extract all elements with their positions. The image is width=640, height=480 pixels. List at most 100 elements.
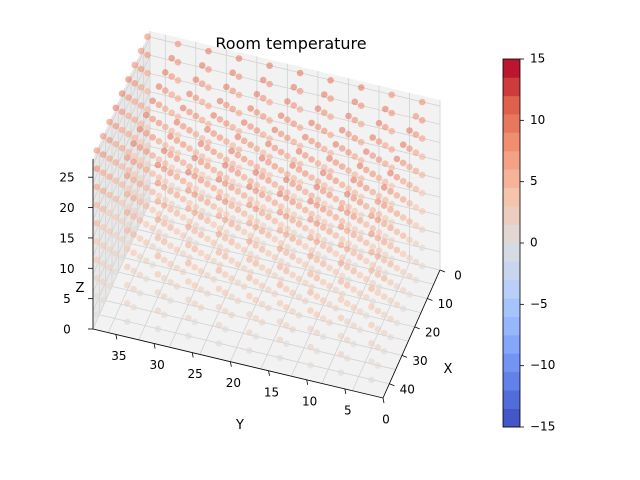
scatter-point	[289, 289, 296, 297]
scatter-point	[387, 315, 394, 323]
scatter-point	[167, 297, 174, 304]
scatter-point	[125, 148, 132, 156]
scatter-point	[235, 200, 243, 208]
scatter-point	[338, 126, 346, 134]
scatter-point	[125, 130, 132, 138]
scatter-point	[246, 238, 253, 245]
scatter-point	[143, 184, 150, 192]
scatter-point	[302, 279, 309, 287]
scatter-point	[338, 181, 346, 189]
colorbar-level	[503, 114, 520, 133]
scatter-point	[234, 261, 242, 268]
colorbar-level	[503, 279, 520, 299]
scatter-point	[368, 285, 375, 293]
y-tick	[229, 361, 232, 367]
x-axis-label: X	[444, 362, 453, 377]
scatter-point	[185, 223, 192, 231]
scatter-point	[375, 138, 383, 145]
scatter-point	[357, 211, 365, 219]
scatter-point	[327, 77, 334, 84]
scatter-point	[112, 250, 120, 257]
scatter-point	[412, 240, 420, 248]
scatter-point	[308, 247, 315, 254]
scatter-point	[406, 200, 413, 207]
scatter-point	[137, 156, 145, 164]
colorbar-level	[503, 316, 520, 336]
scatter-point	[406, 254, 413, 262]
scatter-point	[319, 169, 327, 177]
scatter-point	[221, 253, 229, 260]
scatter-point	[271, 235, 279, 243]
scatter-point	[393, 246, 401, 254]
scatter-point	[185, 260, 192, 267]
scatter-point	[259, 204, 267, 211]
scatter-point	[124, 154, 131, 161]
scatter-point	[223, 229, 230, 236]
scatter-point	[406, 236, 413, 244]
x-tick	[414, 326, 420, 330]
scatter-point	[284, 225, 291, 233]
scatter-point	[357, 193, 365, 201]
scatter-point	[162, 196, 169, 204]
scatter-point	[406, 291, 413, 298]
scatter-point	[338, 272, 346, 280]
scatter-point	[167, 260, 174, 268]
scatter-point	[93, 274, 101, 282]
scatter-point	[327, 240, 334, 248]
scatter-point	[351, 207, 359, 215]
scatter-point	[205, 211, 212, 219]
scatter-point	[144, 179, 151, 186]
scatter-point	[382, 142, 389, 149]
scatter-point	[350, 322, 358, 330]
scatter-point	[112, 177, 120, 184]
scatter-point	[374, 271, 382, 278]
scatter-point	[185, 187, 192, 194]
x-axis-line	[382, 269, 441, 399]
scatter-point	[351, 98, 359, 106]
scatter-point	[210, 184, 217, 192]
scatter-point	[112, 104, 120, 112]
scatter-point	[375, 265, 383, 273]
scatter-point	[186, 90, 193, 98]
scatter-point	[223, 138, 230, 145]
scatter-point	[295, 148, 303, 155]
scatter-point	[332, 214, 340, 221]
scatter-point	[160, 275, 168, 282]
scatter-point	[399, 232, 407, 240]
scatter-point	[106, 155, 113, 162]
scatter-point	[321, 218, 328, 226]
scatter-point	[167, 151, 174, 159]
scatter-point	[296, 142, 304, 150]
scatter-point	[313, 220, 321, 227]
y-tick	[268, 370, 270, 376]
scatter-point	[93, 238, 101, 245]
scatter-point	[337, 296, 345, 303]
scatter-point	[144, 51, 151, 59]
scatter-point	[375, 174, 383, 182]
scatter-point	[302, 152, 309, 159]
scatter-point	[418, 98, 426, 106]
scatter-point	[327, 131, 334, 139]
scatter-point	[210, 148, 217, 156]
scatter-point	[302, 224, 309, 232]
scatter-point	[221, 234, 229, 242]
scatter-point	[229, 178, 236, 186]
scatter-point	[326, 319, 333, 326]
scatter-point	[295, 275, 303, 283]
scatter-point	[375, 211, 383, 218]
scatter-point	[192, 76, 200, 83]
scatter-point	[247, 269, 254, 276]
scatter-point	[131, 189, 139, 196]
scatter-point	[215, 285, 223, 293]
x-tick-label: 20	[425, 325, 440, 339]
scatter-point	[221, 162, 229, 169]
scatter-point	[240, 246, 248, 254]
scatter-point	[266, 171, 273, 179]
scatter-point	[295, 220, 303, 228]
scatter-point	[160, 256, 168, 264]
scatter-point	[271, 199, 279, 207]
scatter-point	[276, 300, 284, 307]
scatter-point	[290, 193, 298, 200]
scatter-point	[136, 162, 144, 169]
scatter-point	[296, 87, 304, 95]
